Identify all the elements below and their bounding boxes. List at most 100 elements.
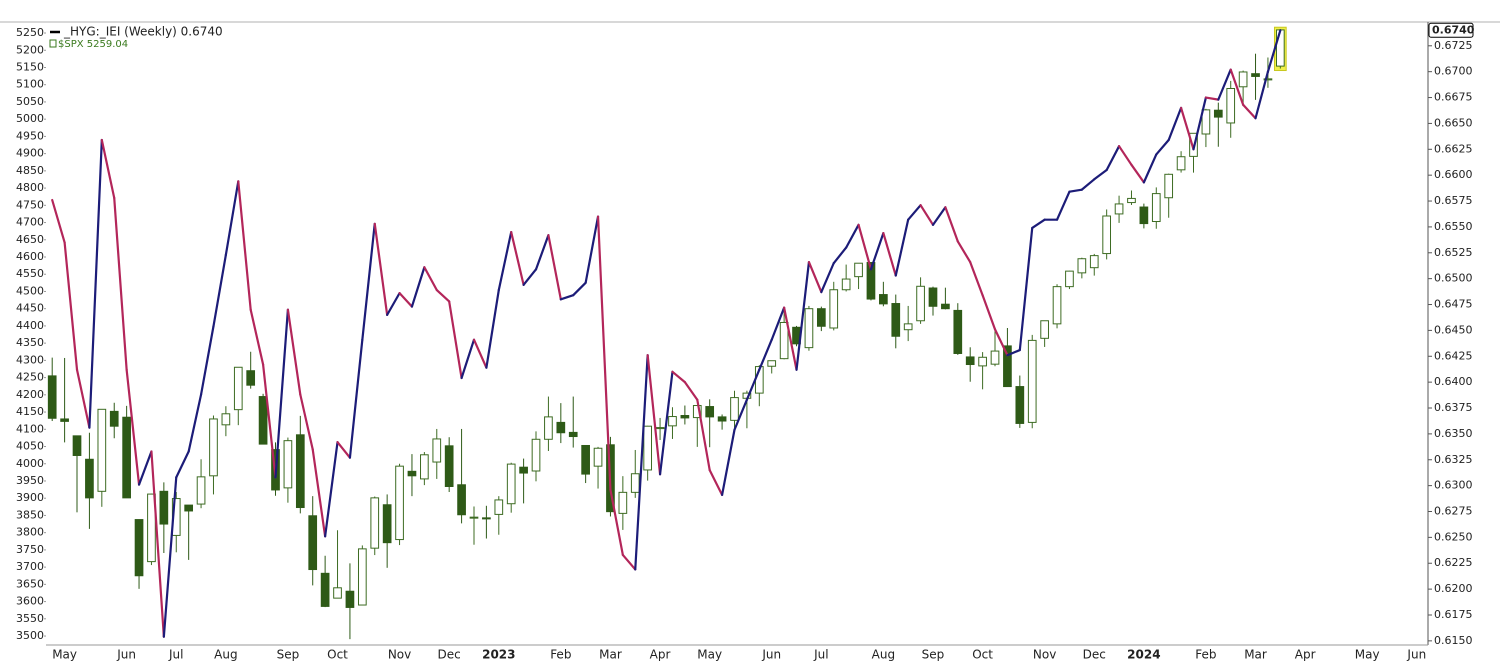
line-segment <box>286 308 302 396</box>
line-segment <box>907 204 922 221</box>
line-segment <box>621 553 637 571</box>
line-segment <box>1229 68 1245 106</box>
candle-body <box>854 262 863 278</box>
candle-body <box>97 408 107 492</box>
value-tag: 0.6740 <box>1432 23 1475 36</box>
y2-tick-label: 0.6575 <box>1434 194 1473 207</box>
candle-body <box>978 356 987 367</box>
x-tick-label: Jul <box>813 648 828 662</box>
x-tick-label: Nov <box>1033 648 1056 662</box>
line-segment <box>931 206 947 226</box>
line-segment <box>1204 96 1220 101</box>
line-segment <box>1093 168 1108 181</box>
y2-tick-label: 0.6700 <box>1434 65 1473 78</box>
candle-body <box>941 303 950 310</box>
line-segment <box>1217 68 1232 101</box>
candle-body <box>457 484 466 516</box>
line-segment <box>1167 106 1183 142</box>
candle-body <box>85 458 94 499</box>
candle-body <box>531 438 541 472</box>
candle-body <box>1003 345 1012 388</box>
line-segment <box>75 368 91 429</box>
y2-tick-label: 0.6225 <box>1434 556 1473 569</box>
line-segment <box>497 230 513 292</box>
line-segment <box>1142 153 1158 184</box>
candle-body <box>1127 197 1136 204</box>
candle-body <box>1251 73 1260 77</box>
y-tick-label: 4550 <box>16 267 44 280</box>
line-segment <box>1018 226 1034 352</box>
candle-body <box>916 285 925 322</box>
x-tick-label: Feb <box>1195 648 1216 662</box>
y2-tick-label: 0.6325 <box>1434 453 1473 466</box>
line-segment <box>299 393 314 451</box>
x-tick-label: Sep <box>922 648 945 662</box>
y-tick-label: 5100 <box>16 78 44 91</box>
line-segment <box>199 325 215 396</box>
plot <box>47 26 1287 640</box>
candle-body <box>147 493 156 563</box>
candle-body <box>804 308 814 349</box>
candle-body <box>618 491 628 514</box>
candle-body <box>779 321 789 360</box>
line-segment <box>993 328 1009 357</box>
line-segment <box>1266 29 1282 73</box>
y-tick-label: 5200 <box>16 43 44 56</box>
y2-tick-label: 0.6725 <box>1434 39 1473 52</box>
line-segment <box>634 354 649 571</box>
y-tick-label: 5050 <box>16 95 44 108</box>
candle-body <box>581 444 590 475</box>
candle-body <box>1275 29 1285 67</box>
y-tick-label: 4900 <box>16 147 44 160</box>
candle-body <box>519 466 528 474</box>
candle-body <box>506 463 516 505</box>
y2-tick-label: 0.6350 <box>1434 427 1473 440</box>
line-segment <box>733 398 749 431</box>
candle-body <box>494 499 504 515</box>
line-segment <box>224 180 240 256</box>
y2-tick-label: 0.6450 <box>1434 323 1473 336</box>
y-tick-label: 4600 <box>16 250 44 263</box>
y-tick-label: 4850 <box>16 164 44 177</box>
legend-swatch <box>49 39 57 48</box>
x-tick-label: Mar <box>1244 648 1267 662</box>
line-segment <box>1155 138 1170 156</box>
candle-body <box>879 294 888 305</box>
candle-body <box>891 303 901 337</box>
line-segment <box>423 266 438 292</box>
candle-body <box>159 490 169 525</box>
line-segment <box>261 363 277 479</box>
line-segment <box>386 292 401 316</box>
candle-body <box>1089 255 1099 269</box>
candle-body <box>1151 193 1161 223</box>
line-segment <box>175 450 190 479</box>
line-segment <box>807 260 823 294</box>
candle-body <box>196 476 206 505</box>
candle-body <box>953 309 963 354</box>
candle-body <box>829 289 839 329</box>
y2-tick-label: 0.6200 <box>1434 582 1473 595</box>
candle-body <box>1040 320 1049 339</box>
candle-body <box>420 454 429 480</box>
line-segment <box>311 448 327 538</box>
line-segment <box>683 381 699 401</box>
candle-body <box>1052 286 1062 325</box>
candle-body <box>767 360 777 367</box>
y-tick-label: 5000 <box>16 112 44 125</box>
line-segment <box>1242 103 1257 120</box>
candle-body <box>556 421 566 434</box>
y-tick-label: 3500 <box>16 629 44 642</box>
x-tick-label: May <box>1355 648 1380 662</box>
line-segment <box>559 294 575 301</box>
line-segment <box>249 308 265 366</box>
candle-body <box>568 431 578 438</box>
candle-body <box>395 465 404 541</box>
candle-body <box>1015 386 1025 424</box>
line-segment <box>187 393 203 453</box>
y2-tick-label: 0.6150 <box>1434 634 1473 647</box>
candle-body <box>134 519 144 577</box>
line-segment <box>584 215 600 284</box>
y-tick-label: 4350 <box>16 336 44 349</box>
line-segment <box>162 476 178 638</box>
line-segment <box>510 230 525 286</box>
